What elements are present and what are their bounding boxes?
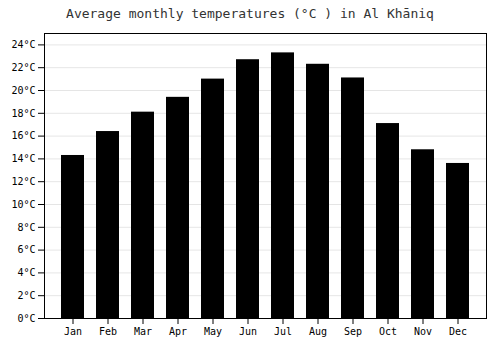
svg-text:2°C: 2°C xyxy=(17,290,35,301)
svg-text:Sep: Sep xyxy=(344,326,362,337)
svg-text:Jun: Jun xyxy=(239,326,257,337)
svg-text:Aug: Aug xyxy=(309,326,327,337)
svg-text:Jan: Jan xyxy=(64,326,82,337)
svg-text:Feb: Feb xyxy=(99,326,117,337)
svg-text:8°C: 8°C xyxy=(17,222,35,233)
svg-text:24°C: 24°C xyxy=(11,39,35,50)
svg-text:0°C: 0°C xyxy=(17,313,35,324)
svg-text:14°C: 14°C xyxy=(11,153,35,164)
svg-text:4°C: 4°C xyxy=(17,267,35,278)
svg-text:Mar: Mar xyxy=(134,326,152,337)
svg-text:18°C: 18°C xyxy=(11,108,35,119)
svg-text:22°C: 22°C xyxy=(11,62,35,73)
svg-text:May: May xyxy=(204,326,222,337)
svg-text:16°C: 16°C xyxy=(11,130,35,141)
svg-text:Apr: Apr xyxy=(169,326,187,337)
svg-text:12°C: 12°C xyxy=(11,176,35,187)
svg-text:Nov: Nov xyxy=(414,326,432,337)
svg-text:Oct: Oct xyxy=(379,326,397,337)
svg-text:20°C: 20°C xyxy=(11,85,35,96)
svg-text:Dec: Dec xyxy=(449,326,467,337)
svg-text:10°C: 10°C xyxy=(11,199,35,210)
html-text:Average monthly temperatures (: Average monthly temperatures (°C ) in Al… xyxy=(66,6,434,21)
svg-text:Jul: Jul xyxy=(274,326,292,337)
svg-text:6°C: 6°C xyxy=(17,244,35,255)
